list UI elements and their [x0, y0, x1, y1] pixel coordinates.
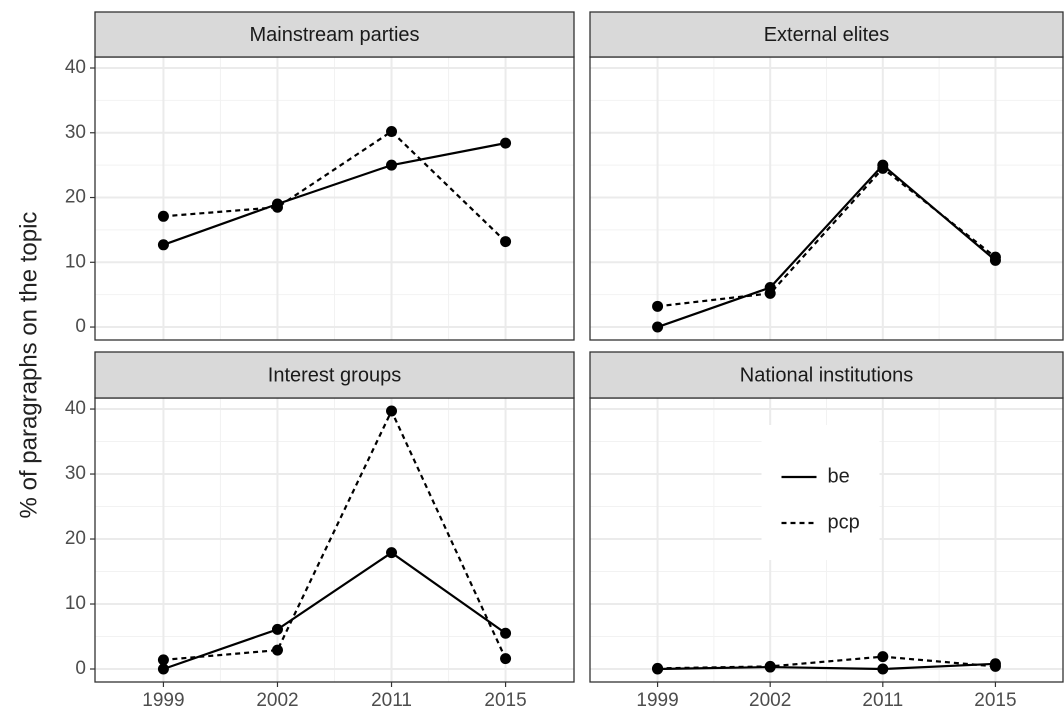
x-tick-label: 2015: [484, 690, 526, 711]
y-axis-label: % of paragraphs on the topic: [15, 212, 42, 519]
x-tick-label: 2011: [862, 690, 903, 711]
y-tick-label: 30: [65, 122, 86, 143]
strip: [589, 351, 1064, 399]
series-line: [163, 130, 507, 243]
series-line: [657, 166, 997, 308]
point: [500, 653, 512, 665]
x-tick-label: 1999: [636, 690, 678, 711]
y-tick-label: 0: [75, 316, 86, 337]
legend-label: pcp: [828, 511, 860, 533]
strip-label: Interest groups: [268, 364, 401, 386]
point: [500, 236, 512, 248]
point: [386, 125, 398, 137]
legend-box: [761, 425, 880, 560]
y-tick-label: 20: [65, 187, 86, 208]
point: [500, 627, 512, 639]
point: [764, 287, 776, 299]
strip-label: National institutions: [740, 364, 913, 386]
x-tick-label: 2002: [256, 690, 298, 711]
strip-label: Mainstream parties: [249, 24, 419, 46]
point: [652, 300, 664, 312]
y-tick-label: 40: [65, 398, 86, 419]
strip: [94, 351, 575, 399]
y-tick-label: 30: [65, 463, 86, 484]
point: [157, 210, 169, 222]
series-line: [163, 142, 506, 246]
point: [271, 201, 283, 213]
x-tick-label: 1999: [142, 690, 184, 711]
y-tick-label: 0: [75, 658, 86, 679]
point: [271, 623, 283, 635]
strip: [589, 11, 1064, 58]
point: [157, 239, 169, 251]
legend-label: be: [828, 465, 850, 487]
point: [764, 660, 776, 672]
x-tick-label: 2002: [749, 690, 791, 711]
point: [386, 159, 398, 171]
y-tick-label: 20: [65, 528, 86, 549]
point: [989, 660, 1001, 672]
series-line: [657, 655, 996, 670]
point: [989, 251, 1001, 263]
strip: [94, 11, 575, 58]
point: [271, 644, 283, 656]
y-tick-label: 10: [65, 251, 86, 272]
strip-label: External elites: [764, 24, 890, 46]
x-tick-label: 2015: [974, 690, 1016, 711]
point: [386, 405, 398, 417]
point: [652, 662, 664, 674]
point: [877, 663, 889, 675]
series-line: [163, 551, 507, 671]
point: [500, 137, 512, 149]
point: [386, 547, 398, 559]
series-line: [163, 408, 507, 661]
point: [157, 663, 169, 675]
y-tick-label: 10: [65, 593, 86, 614]
point: [877, 162, 889, 174]
point: [877, 651, 889, 663]
y-tick-label: 40: [65, 57, 86, 78]
point: [652, 321, 664, 333]
x-tick-label: 2011: [371, 690, 412, 711]
point: [157, 654, 169, 666]
